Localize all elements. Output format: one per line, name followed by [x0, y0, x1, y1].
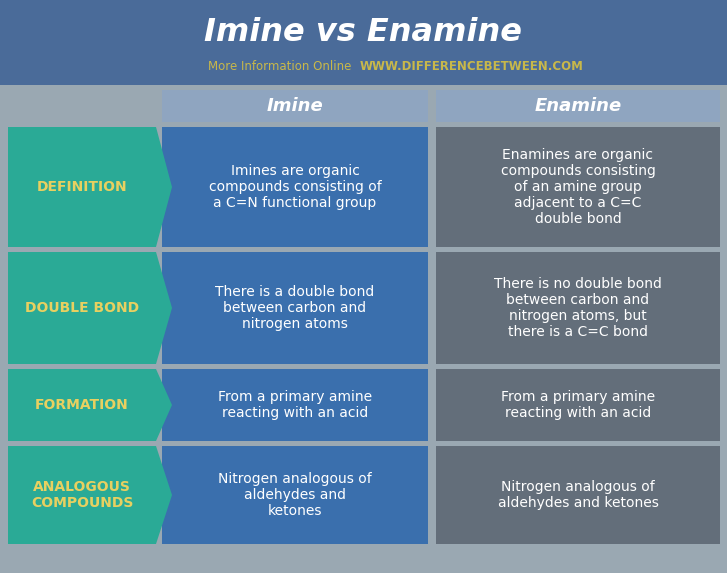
Text: Imines are organic
compounds consisting of
a C=N functional group: Imines are organic compounds consisting …	[209, 164, 382, 210]
Text: WWW.DIFFERENCEBETWEEN.COM: WWW.DIFFERENCEBETWEEN.COM	[359, 60, 583, 73]
Bar	[162, 252, 428, 364]
Text: There is no double bond
between carbon and
nitrogen atoms, but
there is a C=C bo: There is no double bond between carbon a…	[494, 277, 662, 339]
Text: There is a double bond
between carbon and
nitrogen atoms: There is a double bond between carbon an…	[215, 285, 374, 331]
Text: Imine: Imine	[267, 97, 324, 115]
Polygon shape	[8, 127, 172, 247]
Text: Imine vs Enamine: Imine vs Enamine	[204, 17, 523, 48]
Text: More Information Online: More Information Online	[208, 60, 358, 73]
Text: From a primary amine
reacting with an acid: From a primary amine reacting with an ac…	[218, 390, 372, 420]
Polygon shape	[8, 252, 172, 364]
Polygon shape	[8, 369, 172, 441]
Bar	[436, 369, 720, 441]
Text: DOUBLE BOND: DOUBLE BOND	[25, 301, 139, 315]
Text: Enamine: Enamine	[534, 97, 622, 115]
Text: Nitrogen analogous of
aldehydes and ketones: Nitrogen analogous of aldehydes and keto…	[497, 480, 659, 510]
Text: Nitrogen analogous of
aldehydes and
ketones: Nitrogen analogous of aldehydes and keto…	[218, 472, 372, 518]
Text: FORMATION: FORMATION	[35, 398, 129, 412]
Text: ANALOGOUS
COMPOUNDS: ANALOGOUS COMPOUNDS	[31, 480, 133, 510]
Text: DEFINITION: DEFINITION	[36, 180, 127, 194]
Bar	[0, 0, 727, 85]
Bar	[436, 252, 720, 364]
Bar	[162, 90, 428, 122]
Text: From a primary amine
reacting with an acid: From a primary amine reacting with an ac…	[501, 390, 655, 420]
Bar	[436, 446, 720, 544]
Bar	[436, 90, 720, 122]
Polygon shape	[8, 446, 172, 544]
Bar	[436, 127, 720, 247]
Bar	[162, 369, 428, 441]
Bar	[162, 446, 428, 544]
Text: Enamines are organic
compounds consisting
of an amine group
adjacent to a C=C
do: Enamines are organic compounds consistin…	[501, 148, 656, 226]
Bar	[162, 127, 428, 247]
